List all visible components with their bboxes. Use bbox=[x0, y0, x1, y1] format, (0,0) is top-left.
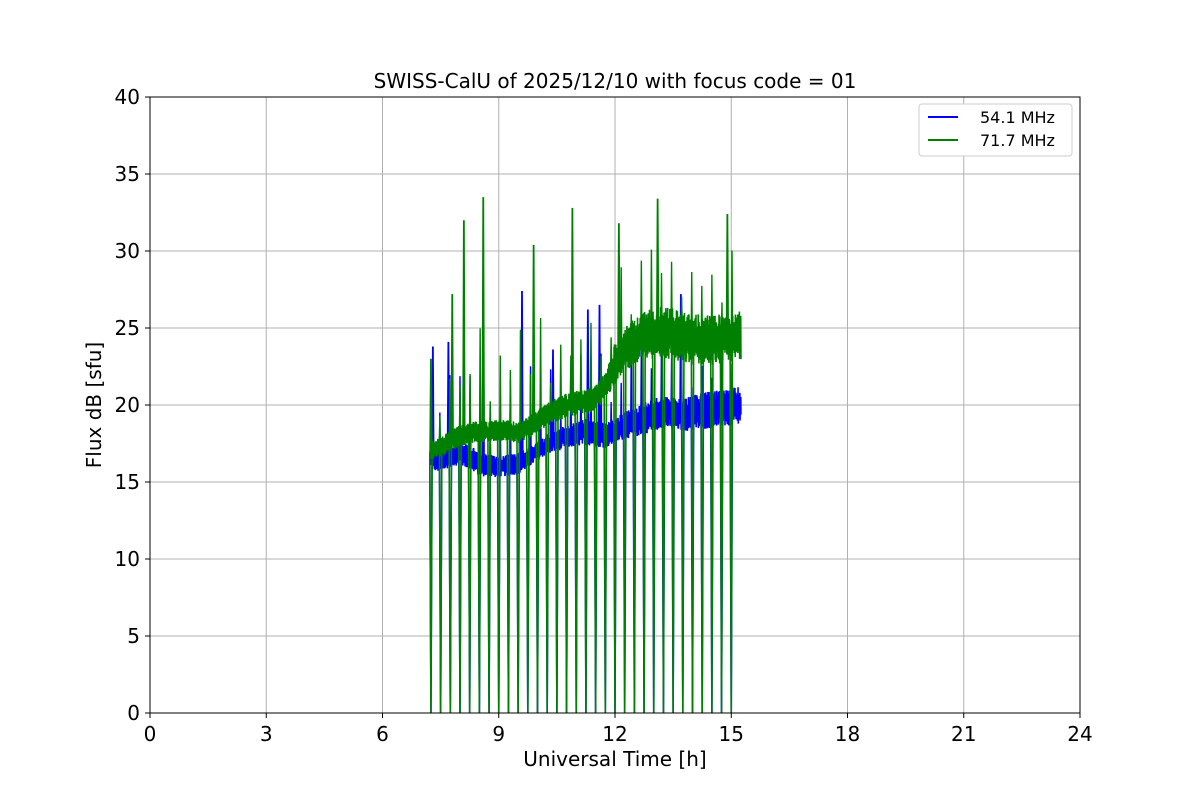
y-tick-label: 15 bbox=[115, 470, 140, 494]
series-spike bbox=[462, 220, 466, 437]
x-tick-label: 24 bbox=[1067, 722, 1092, 746]
y-tick-label: 35 bbox=[115, 162, 140, 186]
series-minor-spike bbox=[650, 368, 653, 422]
series-minor-spike bbox=[629, 314, 633, 346]
legend-label-71-7-mhz: 71.7 MHz bbox=[980, 131, 1055, 150]
x-tick-label: 0 bbox=[144, 722, 157, 746]
series-minor-spike bbox=[619, 382, 623, 432]
x-axis: 0 3 6 9 12 15 18 21 24 bbox=[144, 713, 1093, 746]
y-tick-label: 5 bbox=[127, 624, 140, 648]
series-minor-spike bbox=[589, 322, 593, 402]
series-minor-spike bbox=[640, 260, 643, 341]
series-minor-spike bbox=[690, 272, 694, 342]
series-minor-spike bbox=[599, 353, 603, 438]
x-tick-label: 21 bbox=[951, 722, 976, 746]
series-minor-spike bbox=[720, 302, 724, 341]
series-minor-spike bbox=[448, 378, 452, 443]
series-minor-spike bbox=[670, 261, 673, 337]
series-spike bbox=[531, 244, 536, 426]
series-minor-spike bbox=[519, 329, 522, 434]
x-tick-label: 9 bbox=[492, 722, 505, 746]
legend-label-54-1-mhz: 54.1 MHz bbox=[980, 108, 1055, 127]
y-tick-label: 40 bbox=[115, 85, 140, 109]
series-spike bbox=[617, 223, 621, 358]
x-tick-label: 18 bbox=[835, 722, 860, 746]
x-axis-label: Universal Time [h] bbox=[523, 747, 706, 771]
series-minor-spike bbox=[488, 401, 492, 433]
series-minor-spike bbox=[700, 285, 704, 342]
series-minor-spike bbox=[458, 385, 462, 438]
series-spike bbox=[481, 197, 485, 433]
series-spike bbox=[655, 198, 660, 335]
series-spike bbox=[725, 214, 730, 340]
chart-title: SWISS-CalU of 2025/12/10 with focus code… bbox=[374, 69, 857, 93]
series-minor-spike bbox=[509, 369, 512, 434]
series-minor-spike bbox=[499, 355, 502, 432]
series-minor-spike bbox=[559, 344, 563, 410]
series-minor-spike bbox=[529, 374, 532, 428]
y-axis: 0 5 10 15 20 25 30 35 40 bbox=[115, 85, 150, 725]
series-minor-spike bbox=[609, 337, 613, 373]
series-spike bbox=[570, 207, 575, 406]
y-tick-label: 25 bbox=[115, 316, 140, 340]
series-minor-spike bbox=[438, 415, 442, 449]
series-minor-spike bbox=[549, 382, 552, 415]
series-minor-spike bbox=[599, 355, 603, 392]
x-tick-label: 6 bbox=[376, 722, 389, 746]
series-minor-spike bbox=[539, 318, 542, 420]
series-spike bbox=[450, 294, 454, 442]
series-minor-spike bbox=[640, 349, 643, 425]
series-minor-spike bbox=[569, 355, 573, 406]
series-minor-spike bbox=[478, 328, 482, 433]
series-minor-spike bbox=[730, 250, 734, 339]
y-tick-label: 10 bbox=[115, 547, 140, 571]
y-axis-label: Flux dB [sfu] bbox=[82, 342, 106, 468]
legend: 54.1 MHz 71.7 MHz bbox=[918, 103, 1073, 157]
series-minor-spike bbox=[680, 296, 683, 340]
series-minor-spike bbox=[660, 273, 663, 335]
x-tick-label: 15 bbox=[719, 722, 744, 746]
series-minor-spike bbox=[619, 267, 623, 355]
series-minor-spike bbox=[579, 339, 583, 405]
series-spike bbox=[429, 358, 433, 452]
series-minor-spike bbox=[468, 374, 472, 435]
y-tick-label: 0 bbox=[127, 701, 140, 725]
x-tick-label: 12 bbox=[602, 722, 627, 746]
x-tick-label: 3 bbox=[260, 722, 273, 746]
y-tick-label: 30 bbox=[115, 239, 140, 263]
y-tick-label: 20 bbox=[115, 393, 140, 417]
series-minor-spike bbox=[650, 249, 653, 336]
series-minor-spike bbox=[710, 274, 714, 342]
series-spike bbox=[551, 349, 555, 445]
series-minor-spike bbox=[609, 401, 613, 438]
